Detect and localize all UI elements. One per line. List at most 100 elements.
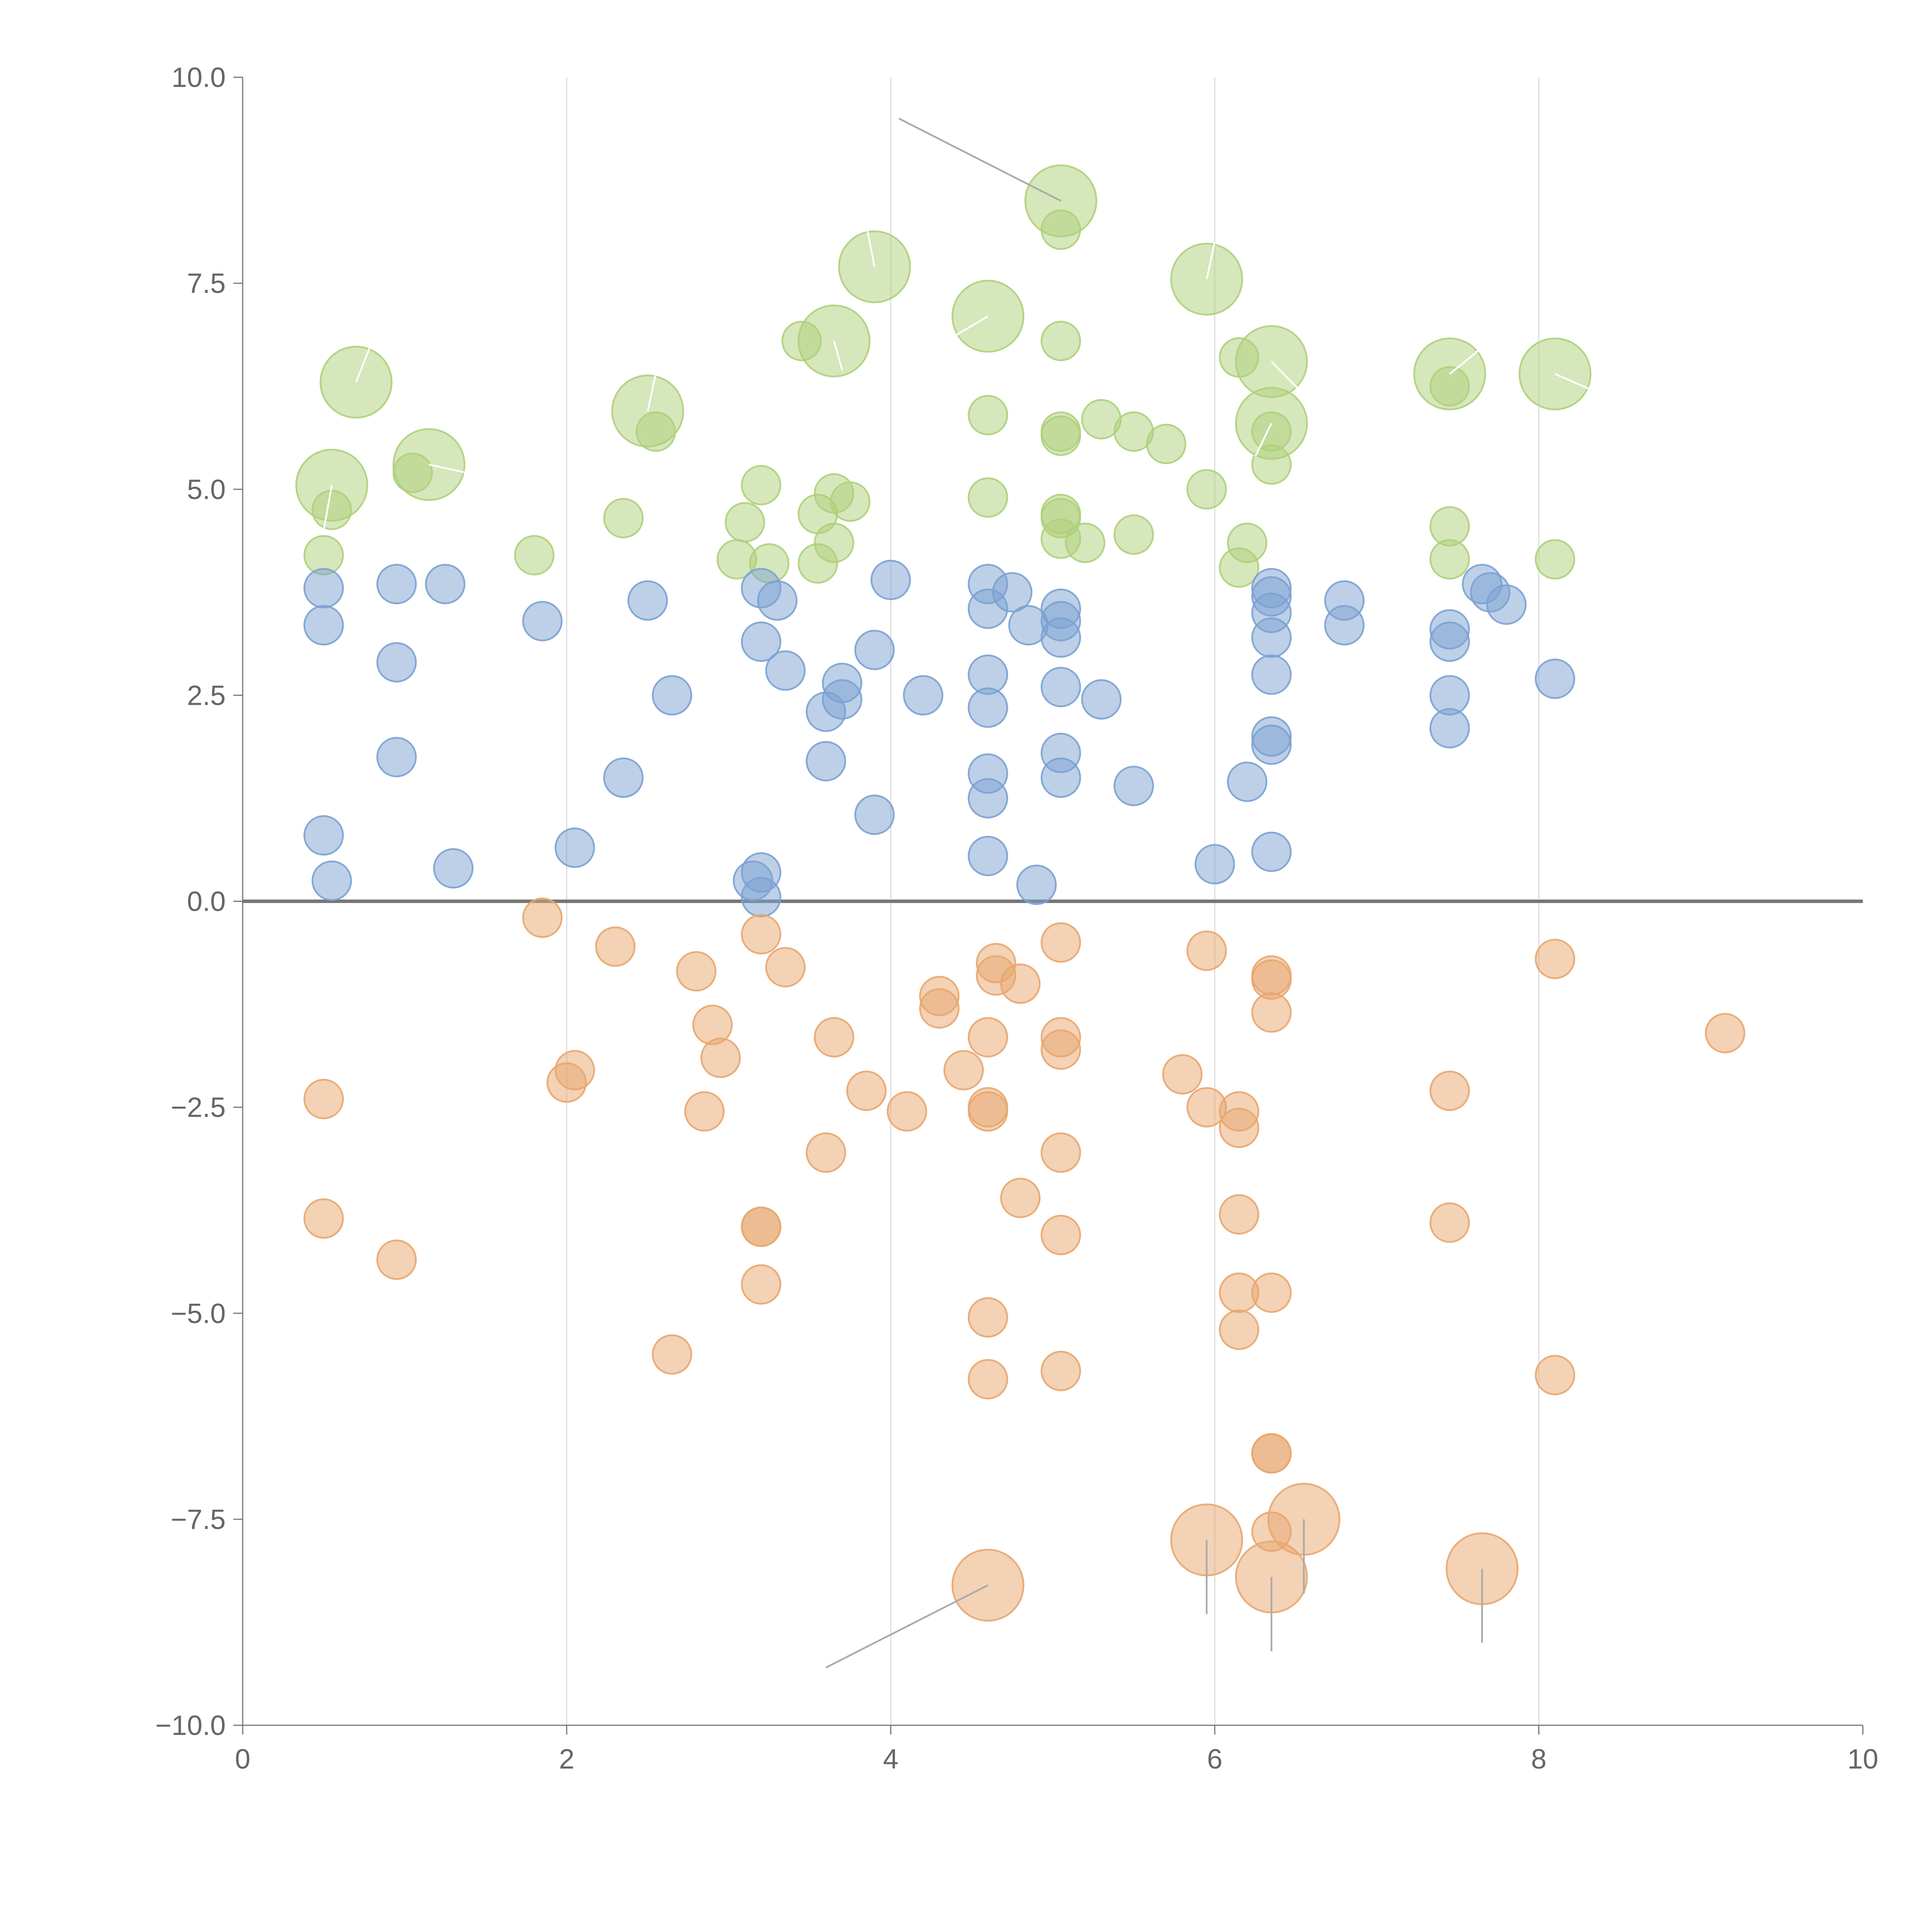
y-tick-label: 2.5: [187, 680, 226, 711]
top-point-16: [514, 535, 554, 576]
negative-point-16: [765, 947, 806, 988]
leader-line-1: [825, 1584, 988, 1668]
top-point-38: [1065, 522, 1105, 563]
negative-point-36: [1041, 1132, 1081, 1173]
negative-point-20: [886, 1091, 927, 1132]
y-tick-label: −2.5: [171, 1092, 226, 1123]
negative-point-12: [741, 914, 782, 955]
positive-point-34: [968, 778, 1009, 819]
negative-point-58: [1705, 1013, 1745, 1053]
top-point-21: [741, 465, 782, 505]
positive-point-36: [992, 572, 1032, 613]
negative-point-32: [1000, 1177, 1041, 1218]
negative-point-11: [700, 1037, 741, 1078]
negative-point-56: [1535, 939, 1575, 980]
top-point-31: [1041, 209, 1081, 250]
positive-point-32: [968, 687, 1009, 728]
leader-line-15: [1254, 423, 1272, 457]
negative-point-18: [814, 1017, 854, 1058]
positive-point-47: [1194, 844, 1235, 884]
positive-point-66: [1535, 658, 1575, 699]
positive-point-9: [522, 601, 563, 641]
positive-point-0: [303, 568, 344, 609]
negative-point-27: [968, 1297, 1009, 1338]
positive-point-65: [1486, 584, 1527, 625]
negative-point-55: [1429, 1202, 1470, 1243]
negative-point-22: [919, 988, 960, 1029]
positive-point-62: [1429, 708, 1470, 748]
top-point-27: [814, 522, 854, 563]
top-point-48: [1251, 444, 1292, 485]
positive-point-56: [1251, 832, 1292, 872]
x-tick-label: 8: [1531, 1744, 1546, 1775]
positive-point-58: [1324, 605, 1365, 646]
top-point-30: [968, 477, 1009, 518]
negative-point-6: [595, 926, 636, 967]
negative-point-57: [1535, 1355, 1575, 1395]
negative-point-8: [676, 951, 717, 992]
negative-point-2: [376, 1239, 417, 1280]
positive-point-55: [1251, 724, 1292, 765]
top-point-15: [393, 452, 433, 493]
positive-point-60: [1429, 621, 1470, 662]
negative-point-31: [1000, 963, 1041, 1004]
positive-point-6: [376, 737, 417, 777]
negative-point-1: [303, 1198, 344, 1239]
positive-point-46: [1113, 765, 1154, 806]
top-point-23: [781, 321, 822, 361]
positive-point-42: [1041, 667, 1081, 707]
negative-point-40: [1186, 930, 1227, 971]
x-axis-ticks: 0 2 4 6 8 10: [235, 1725, 1878, 1775]
x-tick-label: 10: [1847, 1744, 1878, 1775]
top-point-12: [1519, 337, 1592, 410]
y-tick-label: 5.0: [187, 474, 226, 505]
positive-point-27: [870, 560, 911, 600]
y-tick-label: 7.5: [187, 268, 226, 299]
negative-point-17: [806, 1132, 846, 1173]
leader-line-13: [1206, 242, 1216, 279]
top-point-13: [311, 490, 352, 530]
negative-point-52: [1251, 1433, 1292, 1474]
top-point-51: [1429, 539, 1470, 580]
leader-line-17: [1554, 373, 1612, 400]
positive-point-2: [303, 815, 344, 856]
positive-point-41: [1041, 617, 1081, 658]
leader-line-10: [866, 225, 876, 267]
positive-point-12: [628, 580, 668, 621]
positive-point-10: [554, 827, 595, 868]
top-point-34: [1041, 411, 1081, 452]
negative-point-14: [741, 1206, 782, 1247]
leader-line-12: [939, 315, 988, 346]
negative-point-33: [1041, 922, 1081, 963]
negative-point-49: [1251, 992, 1292, 1033]
x-tick-label: 2: [559, 1744, 575, 1775]
positive-point-52: [1251, 617, 1292, 658]
negative-point-15: [741, 1264, 782, 1305]
leader-line-16: [1449, 340, 1491, 375]
negative-point-37: [1041, 1214, 1081, 1255]
negative-point-24: [968, 1017, 1009, 1058]
positive-point-4: [376, 564, 417, 604]
leader-line-0: [898, 117, 1061, 202]
top-point-52: [1535, 539, 1575, 580]
negative-point-38: [1041, 1350, 1081, 1391]
positive-point-8: [433, 848, 474, 889]
y-tick-label: 10.0: [172, 62, 226, 93]
y-tick-label: −5.0: [171, 1298, 226, 1329]
top-point-49: [1429, 366, 1470, 406]
negative-point-35: [1041, 1029, 1081, 1070]
positive-point-20: [765, 650, 806, 691]
positive-point-18: [741, 877, 782, 918]
positive-point-7: [425, 564, 466, 604]
top-point-41: [1113, 514, 1154, 555]
negative-point-19: [846, 1070, 887, 1111]
top-point-17: [603, 498, 644, 539]
negative-point-28: [968, 1359, 1009, 1400]
positive-point-13: [651, 675, 692, 716]
data-points: [295, 164, 1745, 1622]
top-point-29: [968, 395, 1009, 435]
leader-line-8: [429, 464, 486, 478]
y-tick-label: 0.0: [187, 886, 226, 917]
positive-point-3: [311, 860, 352, 901]
